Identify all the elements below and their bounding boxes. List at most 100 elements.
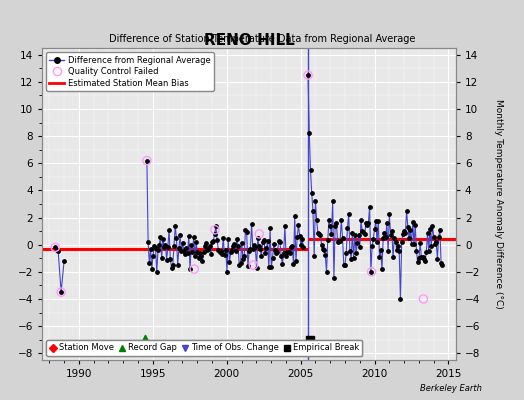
Point: [428, 222, 436, 229]
Point: [186, 266, 194, 272]
Point: [148, 266, 156, 272]
Point: [272, 249, 280, 256]
Legend: Station Move, Record Gap, Time of Obs. Change, Empirical Break: Station Move, Record Gap, Time of Obs. C…: [46, 340, 363, 356]
Point: [254, 235, 262, 242]
Point: [143, 157, 151, 164]
Point: [146, 246, 155, 252]
Point: [209, 238, 217, 244]
Point: [413, 259, 422, 266]
Point: [343, 225, 352, 231]
Point: [394, 242, 402, 249]
Point: [51, 244, 59, 251]
Point: [166, 256, 174, 262]
Point: [191, 252, 199, 259]
Point: [214, 247, 223, 253]
Point: [285, 249, 293, 255]
Point: [309, 208, 317, 214]
Point: [369, 236, 377, 242]
Point: [399, 230, 407, 237]
Point: [307, 167, 315, 173]
Point: [357, 217, 365, 224]
Point: [423, 229, 432, 236]
Point: [290, 213, 299, 220]
Point: [245, 248, 253, 254]
Point: [411, 222, 419, 228]
Point: [414, 255, 423, 262]
Point: [305, 130, 313, 137]
Point: [365, 204, 374, 210]
Point: [386, 232, 395, 238]
Point: [363, 221, 372, 228]
Point: [348, 230, 356, 236]
Point: [232, 248, 240, 254]
Point: [225, 259, 234, 266]
Point: [193, 249, 202, 255]
Point: [380, 230, 389, 236]
Point: [240, 253, 248, 260]
Point: [383, 220, 391, 226]
Point: [325, 217, 333, 223]
Point: [419, 296, 428, 302]
Point: [226, 249, 235, 256]
Point: [180, 248, 188, 254]
Point: [304, 72, 312, 78]
Point: [435, 226, 444, 233]
Point: [267, 264, 276, 270]
Point: [155, 242, 163, 248]
Point: [247, 221, 256, 228]
Point: [57, 289, 66, 295]
Point: [350, 255, 358, 262]
Point: [282, 252, 290, 259]
Point: [419, 253, 427, 260]
Point: [318, 242, 326, 248]
Point: [379, 235, 387, 241]
Point: [187, 242, 195, 248]
Point: [364, 220, 373, 226]
Point: [211, 226, 219, 233]
Point: [255, 243, 263, 250]
Point: [264, 238, 272, 244]
Point: [241, 227, 249, 233]
Point: [286, 250, 294, 256]
Point: [246, 246, 255, 252]
Point: [184, 233, 193, 240]
Point: [432, 239, 440, 245]
Point: [158, 255, 166, 261]
Y-axis label: Monthly Temperature Anomaly Difference (°C): Monthly Temperature Anomaly Difference (…: [494, 99, 503, 309]
Point: [165, 226, 173, 233]
Point: [289, 261, 298, 267]
Point: [320, 246, 328, 253]
Point: [330, 275, 338, 282]
Point: [249, 246, 257, 252]
Point: [188, 249, 196, 255]
Point: [344, 211, 353, 217]
Point: [170, 243, 178, 250]
Point: [368, 243, 376, 249]
Point: [275, 238, 283, 244]
Point: [354, 232, 363, 238]
Point: [183, 250, 192, 256]
Point: [271, 247, 279, 253]
Point: [54, 248, 62, 255]
Point: [177, 248, 185, 254]
Point: [337, 217, 345, 224]
Point: [176, 232, 184, 239]
Point: [347, 256, 355, 262]
Point: [336, 238, 344, 244]
Point: [293, 234, 301, 240]
Point: [409, 218, 417, 225]
Point: [213, 237, 221, 243]
Point: [253, 264, 261, 271]
Title: RENO HILL: RENO HILL: [203, 33, 294, 48]
Point: [420, 256, 428, 262]
Point: [281, 223, 289, 229]
Point: [406, 227, 414, 233]
Point: [331, 222, 340, 229]
Point: [358, 228, 366, 234]
Point: [384, 248, 392, 255]
Point: [391, 239, 400, 245]
Point: [218, 250, 226, 257]
Point: [367, 269, 376, 275]
Point: [341, 262, 349, 268]
Point: [403, 224, 412, 230]
